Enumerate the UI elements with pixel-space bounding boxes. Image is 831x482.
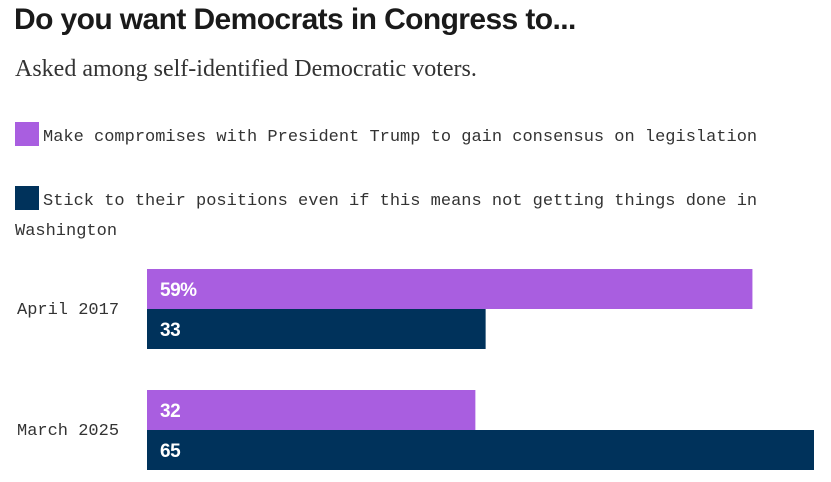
legend-item-stick: Stick to their positions even if this me… [15, 186, 795, 246]
data-label-stick-april-2017: 33 [160, 320, 180, 341]
legend-item-compromise: Make compromises with President Trump to… [15, 122, 795, 182]
legend-swatch-compromise [15, 122, 39, 146]
bar-stick-march-2025 [147, 430, 814, 470]
bar-compromise-march-2025 [147, 390, 476, 430]
legend-label-compromise: Make compromises with President Trump to… [43, 128, 758, 147]
page-title: Do you want Democrats in Congress to... [14, 3, 576, 36]
data-label-compromise-march-2025: 32 [160, 401, 180, 422]
legend-label-stick: Stick to their positions even if this me… [15, 192, 758, 241]
category-label-march-2025: March 2025 [17, 422, 119, 441]
bar-compromise-april-2017 [147, 269, 753, 309]
data-label-stick-march-2025: 65 [160, 441, 181, 462]
page-subtitle: Asked among self-identified Democratic v… [15, 56, 477, 82]
legend: Make compromises with President Trump to… [15, 122, 795, 250]
legend-swatch-stick [15, 186, 39, 210]
data-label-compromise-april-2017: 59% [160, 280, 197, 301]
category-label-april-2017: April 2017 [17, 301, 119, 320]
bar-stick-april-2017 [147, 309, 486, 349]
